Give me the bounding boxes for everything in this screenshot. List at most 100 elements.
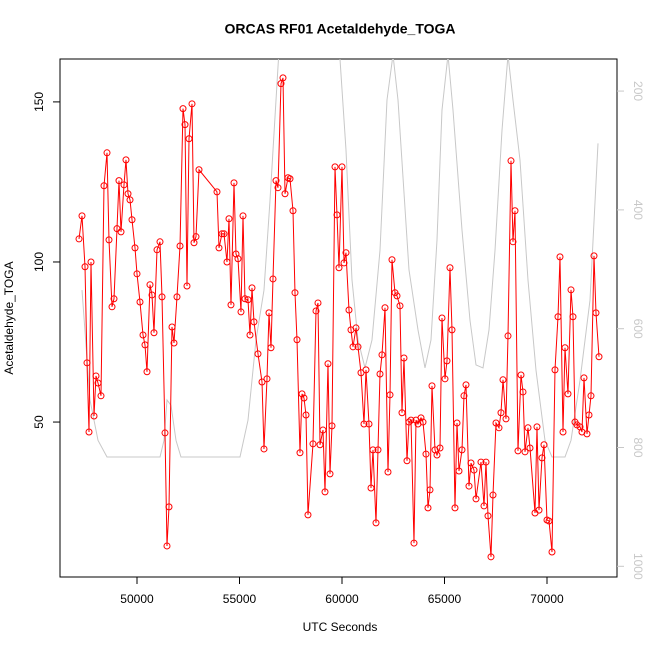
data-point	[269, 275, 277, 283]
data-point	[321, 488, 329, 496]
data-point	[451, 504, 459, 512]
data-point	[286, 175, 294, 183]
data-point	[83, 359, 91, 367]
data-point	[467, 459, 475, 467]
data-point	[352, 324, 360, 332]
data-point	[110, 295, 118, 303]
series-line	[78, 77, 600, 557]
data-point	[419, 418, 427, 426]
data-point	[388, 256, 396, 264]
data-point	[443, 357, 451, 365]
data-point	[143, 368, 151, 376]
data-point	[227, 301, 235, 309]
data-point	[122, 156, 130, 164]
data-point	[492, 419, 500, 427]
data-point	[436, 444, 444, 452]
data-point	[462, 381, 470, 389]
data-point	[100, 182, 108, 190]
data-point	[372, 519, 380, 527]
data-point	[545, 517, 553, 525]
data-point	[133, 270, 141, 278]
x-tick-label: 60000	[325, 592, 359, 606]
data-point	[279, 74, 287, 82]
data-point	[213, 188, 221, 196]
data-point	[117, 228, 125, 236]
data-point	[326, 470, 334, 478]
data-point	[246, 331, 254, 339]
data-point	[453, 419, 461, 427]
data-point	[369, 446, 377, 454]
data-point	[517, 371, 525, 379]
data-point	[237, 308, 245, 316]
plot-box	[59, 58, 618, 578]
data-point	[165, 503, 173, 511]
y-tick-label: 50	[32, 415, 46, 429]
x-tick-label: 70000	[530, 592, 564, 606]
data-point	[146, 281, 154, 289]
y2-tick-label: 1000	[631, 553, 645, 580]
data-point	[521, 448, 529, 456]
data-point	[289, 207, 297, 215]
data-point	[374, 446, 382, 454]
data-point	[538, 454, 546, 462]
data-point	[239, 212, 247, 220]
data-point	[293, 336, 301, 344]
data-point	[407, 416, 415, 424]
data-point	[192, 233, 200, 241]
data-point	[386, 391, 394, 399]
data-point	[561, 344, 569, 352]
data-point	[559, 428, 567, 436]
data-point	[554, 313, 562, 321]
data-point	[360, 420, 368, 428]
data-point	[585, 411, 593, 419]
data-point	[422, 450, 430, 458]
data-point	[281, 190, 289, 198]
data-point	[158, 293, 166, 301]
data-point	[234, 255, 242, 263]
data-point	[267, 344, 275, 352]
data-point	[90, 412, 98, 420]
data-point	[535, 506, 543, 514]
data-point	[304, 511, 312, 519]
data-point	[410, 539, 418, 547]
data-point	[583, 430, 591, 438]
data-point	[168, 323, 176, 331]
data-point	[316, 441, 324, 449]
data-point	[296, 449, 304, 457]
y-axis-label: Acetaldehyde_TOGA	[2, 261, 16, 374]
data-point	[502, 415, 510, 423]
data-point	[367, 484, 375, 492]
data-point	[514, 447, 522, 455]
data-point	[489, 491, 497, 499]
data-point	[250, 318, 258, 326]
data-point	[131, 244, 139, 252]
data-point	[511, 207, 519, 215]
data-point	[248, 284, 256, 292]
data-point	[592, 309, 600, 317]
data-point	[393, 292, 401, 300]
data-point	[446, 264, 454, 272]
data-point	[223, 258, 231, 266]
data-point	[302, 411, 310, 419]
data-point	[526, 444, 534, 452]
data-point	[75, 235, 83, 243]
data-point	[94, 379, 102, 387]
data-point	[400, 354, 408, 362]
x-axis-label: UTC Seconds	[303, 620, 378, 634]
data-point	[580, 374, 588, 382]
data-point	[376, 370, 384, 378]
data-point	[595, 353, 603, 361]
data-point	[460, 392, 468, 400]
data-point	[509, 238, 517, 246]
data-point	[548, 548, 556, 556]
data-point	[215, 244, 223, 252]
data-point	[92, 372, 100, 380]
data-point	[265, 309, 273, 317]
data-point	[499, 376, 507, 384]
data-point	[115, 177, 123, 185]
data-point	[405, 418, 413, 426]
data-point	[309, 440, 317, 448]
series-line	[81, 59, 599, 458]
data-point	[141, 341, 149, 349]
